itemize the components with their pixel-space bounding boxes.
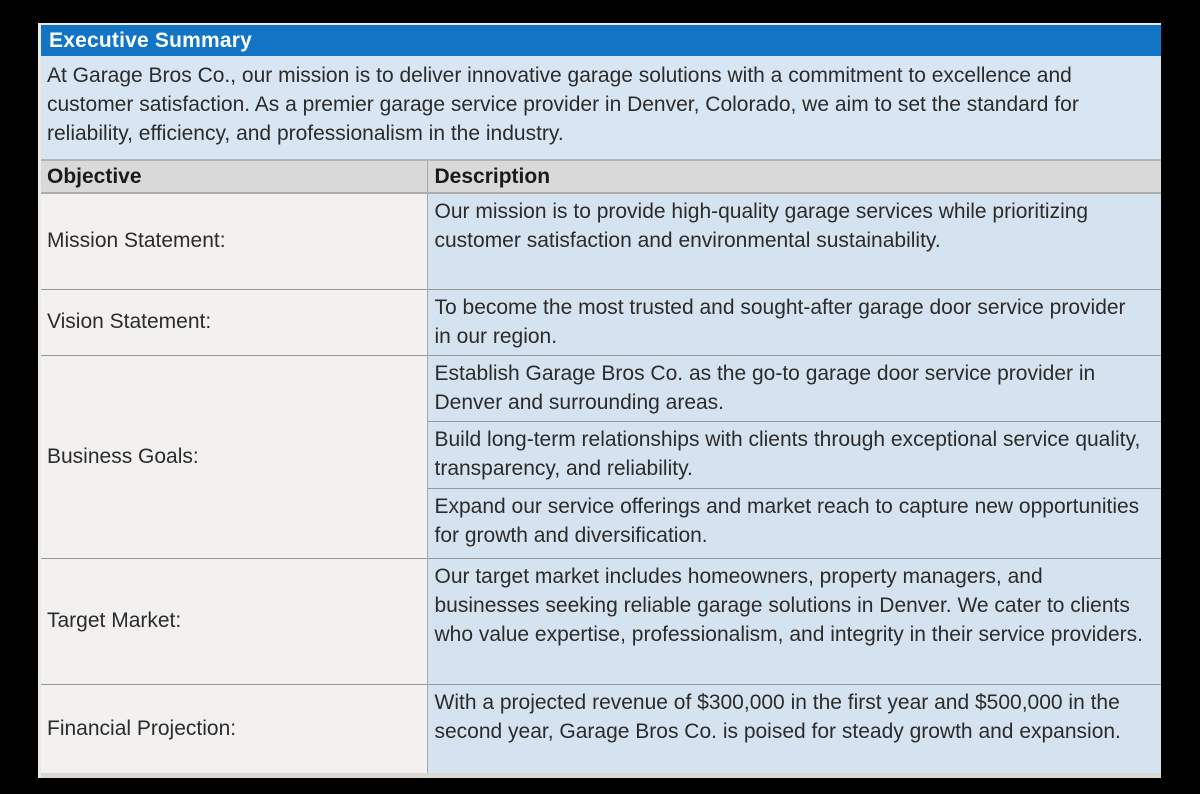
description-cell-business-goal-2: Build long-term relationships with clien… — [426, 420, 1161, 488]
table-row: Expand our service offerings and market … — [41, 487, 1161, 558]
description-cell-business-goal-3: Expand our service offerings and market … — [426, 487, 1161, 558]
objective-cell-vision-statement: Vision Statement: — [41, 288, 427, 355]
description-cell-vision-statement: To become the most trusted and sought-af… — [426, 288, 1161, 355]
objective-cell-target-market: Target Market: — [41, 557, 427, 684]
objective-column-header: Objective — [41, 159, 427, 194]
table-row: Mission Statement: Our mission is to pro… — [41, 192, 1161, 289]
description-cell-mission-statement: Our mission is to provide high-quality g… — [426, 192, 1161, 289]
intro-paragraph: At Garage Bros Co., our mission is to de… — [41, 56, 1161, 159]
table-row: Business Goals: Establish Garage Bros Co… — [41, 354, 1161, 558]
table-row: Financial Projection: With a projected r… — [41, 683, 1161, 773]
section-header-executive-summary: Executive Summary — [41, 25, 1161, 56]
objective-cell-business-goals: Business Goals: — [41, 354, 427, 558]
table-row: Build long-term relationships with clien… — [41, 420, 1161, 488]
objective-cell-financial-projection: Financial Projection: — [41, 683, 427, 773]
document-page: Executive Summary At Garage Bros Co., ou… — [38, 23, 1161, 778]
summary-table: Objective Description Mission Statement:… — [41, 159, 1161, 773]
table-row: Vision Statement: To become the most tru… — [41, 288, 1161, 355]
description-cell-financial-projection: With a projected revenue of $300,000 in … — [426, 683, 1161, 773]
table-row: Target Market: Our target market include… — [41, 557, 1161, 684]
description-column-header: Description — [426, 159, 1161, 194]
description-cell-business-goal-1: Establish Garage Bros Co. as the go-to g… — [426, 354, 1161, 421]
objective-cell-mission-statement: Mission Statement: — [41, 192, 427, 289]
description-cell-target-market: Our target market includes homeowners, p… — [426, 557, 1161, 684]
table-header-row: Objective Description — [41, 159, 1161, 194]
